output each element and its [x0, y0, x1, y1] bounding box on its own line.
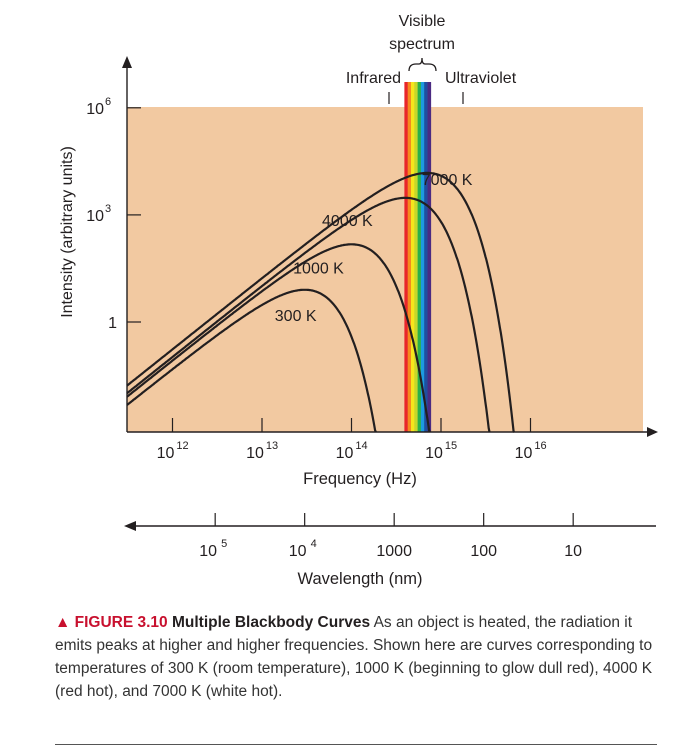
wavelength-axis: 10 5 10 4 1000 100 10: [124, 513, 656, 560]
x-tick-label: 10: [157, 445, 175, 462]
series-label-1000k: 1000 K: [293, 260, 344, 277]
wavelength-tick-exponent: 5: [221, 538, 227, 550]
wavelength-tick-exponent: 4: [311, 538, 317, 550]
visible-annotation-line2: spectrum: [389, 36, 455, 53]
axes-group: [122, 56, 658, 437]
figure-caption: ▲ FIGURE 3.10 Multiple Blackbody Curves …: [55, 611, 655, 703]
curve-4000k: [126, 196, 491, 433]
curve-7000k: [126, 171, 515, 433]
wavelength-axis-label: Wavelength (nm): [297, 570, 422, 588]
figure-title: Multiple Blackbody Curves: [172, 614, 371, 631]
wavelength-axis-arrowhead: [124, 521, 136, 531]
x-tick-exponent: 12: [176, 440, 188, 452]
series-label-300k: 300 K: [275, 308, 317, 325]
x-ticks-group: 10 12 10 13 10 14 10 15 10 16: [157, 418, 547, 462]
figure-label: ▲ FIGURE 3.10: [55, 614, 168, 631]
y-tick-label: 10: [86, 208, 104, 225]
wavelength-tick-label: 1000: [376, 543, 412, 560]
x-tick-exponent: 15: [445, 440, 457, 452]
spectrum-stripe: [420, 82, 425, 432]
x-axis-arrowhead: [647, 427, 658, 437]
x-tick-exponent: 13: [266, 440, 278, 452]
wavelength-tick-label: 10: [564, 543, 582, 560]
spectrum-stripe: [417, 82, 422, 432]
x-tick-label: 10: [425, 445, 443, 462]
y-tick-label: 1: [108, 315, 117, 332]
x-tick-label: 10: [246, 445, 264, 462]
y-axis-label: Intensity (arbitrary units): [59, 146, 76, 318]
x-axis-label: Frequency (Hz): [303, 470, 417, 488]
curve-300k: [126, 288, 377, 433]
visible-spectrum-band: [404, 82, 432, 432]
spectrum-stripe: [424, 82, 428, 432]
series-labels-group: 300 K 1000 K 4000 K 7000 K: [275, 172, 473, 325]
visible-annotation-line1: Visible: [399, 13, 446, 30]
spectrum-stripe: [410, 82, 415, 432]
y-tick-exponent: 6: [105, 96, 111, 108]
wavelength-tick-label: 10: [199, 543, 217, 560]
y-axis-arrowhead: [122, 56, 132, 68]
ultraviolet-annotation: Ultraviolet: [445, 70, 517, 87]
x-tick-exponent: 16: [534, 440, 546, 452]
spectrum-stripe: [404, 82, 408, 432]
y-ticks-group: 110 310 6: [86, 96, 141, 332]
curves-group: [126, 171, 515, 433]
figure-caption-text: As an object is heated, the radiation it…: [55, 614, 653, 700]
spectrum-stripe: [427, 82, 432, 432]
series-label-7000k: 7000 K: [422, 172, 473, 189]
plot-background: [127, 107, 643, 432]
curve-1000k: [126, 243, 431, 433]
x-tick-label: 10: [336, 445, 354, 462]
y-tick-label: 10: [86, 101, 104, 118]
series-label-4000k: 4000 K: [322, 213, 373, 230]
spectrum-stripe: [407, 82, 412, 432]
visible-brace: [408, 57, 437, 72]
wavelength-tick-label: 100: [470, 543, 497, 560]
wavelength-tick-label: 10: [289, 543, 307, 560]
caption-divider: [55, 744, 657, 745]
infrared-annotation: Infrared: [346, 70, 401, 87]
x-tick-exponent: 14: [355, 440, 367, 452]
x-tick-label: 10: [515, 445, 533, 462]
y-tick-exponent: 3: [105, 203, 111, 215]
spectrum-stripe: [414, 82, 418, 432]
